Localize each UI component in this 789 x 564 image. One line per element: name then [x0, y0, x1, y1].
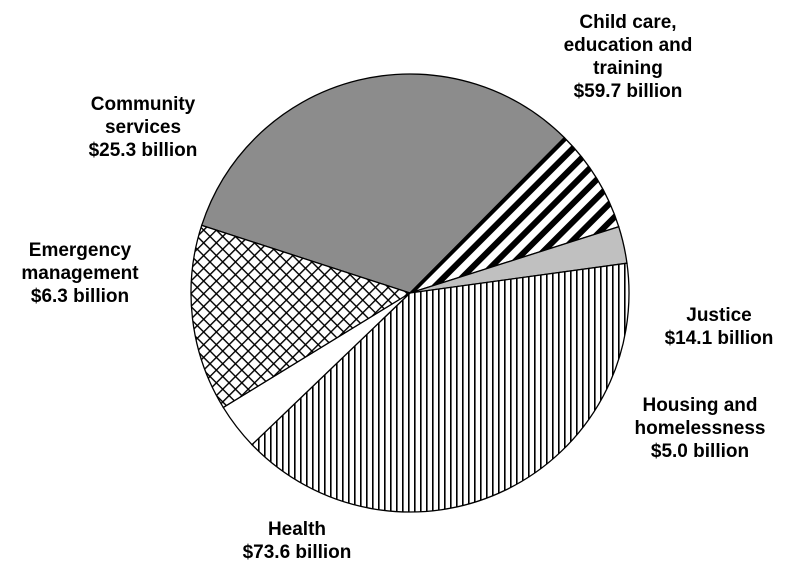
category-label: services: [105, 117, 181, 138]
value-label: $5.0 billion: [651, 441, 749, 462]
category-label: Justice: [686, 305, 751, 326]
value-label: $59.7 billion: [574, 81, 683, 102]
category-label: education and: [564, 35, 693, 56]
slice-health: [251, 262, 630, 513]
value-label: $73.6 billion: [243, 542, 352, 563]
category-label: Health: [268, 519, 326, 540]
category-label: training: [593, 58, 663, 79]
label-community-services: Community services $25.3 billion: [89, 94, 198, 161]
pie-labels: Child care, education and training $59.7 bi…: [21, 12, 773, 563]
value-label: $25.3 billion: [89, 140, 198, 161]
category-label: Child care,: [579, 12, 676, 33]
value-label: $6.3 billion: [31, 286, 129, 307]
label-health: Health $73.6 billion: [243, 519, 352, 563]
label-child-care-education-and-training: Child care, education and training $59.7 bi…: [564, 12, 693, 102]
slice-child-care-education-and-training: [200, 73, 566, 294]
category-label: Emergency: [29, 240, 132, 261]
category-label: management: [21, 263, 139, 284]
label-emergency-management: Emergency management $6.3 billion: [21, 240, 139, 307]
label-housing-and-homelessness: Housing and homelessness $5.0 billion: [635, 395, 766, 462]
category-label: Housing and: [642, 395, 757, 416]
pie-slices: [190, 73, 630, 513]
label-justice: Justice $14.1 billion: [665, 305, 774, 349]
category-label: homelessness: [635, 418, 766, 439]
category-label: Community: [91, 94, 196, 115]
slice-justice: [409, 136, 620, 294]
slice-community-services: [190, 224, 412, 409]
value-label: $14.1 billion: [665, 328, 774, 349]
